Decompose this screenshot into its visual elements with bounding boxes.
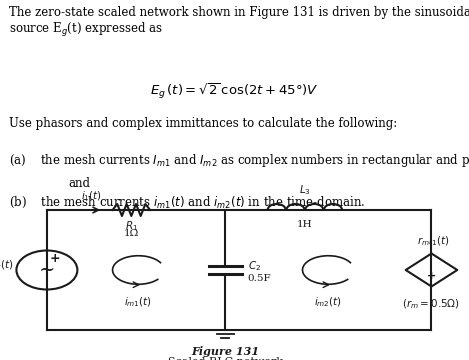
Text: $E_g(t)$: $E_g(t)$	[0, 258, 14, 273]
Text: +: +	[427, 271, 436, 281]
Text: (b)    the mesh currents $i_{m1}(t)$ and $i_{m2}(t)$ in the time-domain.: (b) the mesh currents $i_{m1}(t)$ and $i…	[9, 194, 366, 210]
Text: $E_g\,(t)=\sqrt{2}\,\cos(2t+45°)V$: $E_g\,(t)=\sqrt{2}\,\cos(2t+45°)V$	[150, 82, 319, 102]
Text: Scaled RLC network: Scaled RLC network	[167, 357, 283, 360]
Text: $r_m i_1(t)$: $r_m i_1(t)$	[417, 234, 450, 248]
Text: Use phasors and complex immittances to calculate the following:: Use phasors and complex immittances to c…	[9, 117, 398, 130]
Text: 1Ω: 1Ω	[124, 229, 139, 238]
Text: (a)    the mesh currents $I_{m1}$ and $I_{m2}$ as complex numbers in rectangular: (a) the mesh currents $I_{m1}$ and $I_{m…	[9, 152, 469, 168]
Text: Figure 131: Figure 131	[191, 346, 259, 357]
Text: $L_3$: $L_3$	[299, 184, 311, 197]
Text: 0.5F: 0.5F	[248, 274, 271, 283]
Text: 1H: 1H	[297, 220, 313, 229]
Text: ~: ~	[39, 261, 55, 279]
Text: $(r_m = 0.5Ω)$: $(r_m = 0.5Ω)$	[402, 297, 461, 311]
Text: $C_2$: $C_2$	[248, 259, 261, 273]
Text: +: +	[50, 252, 61, 265]
Text: The zero-state scaled network shown in Figure 131 is driven by the sinusoidal vo: The zero-state scaled network shown in F…	[9, 6, 469, 39]
Text: $i_{m2}(t)$: $i_{m2}(t)$	[314, 296, 342, 309]
Text: $R_1$: $R_1$	[125, 220, 138, 233]
Text: $i_1(t)$: $i_1(t)$	[81, 190, 102, 203]
Text: and: and	[68, 177, 90, 190]
Text: $i_{m1}(t)$: $i_{m1}(t)$	[124, 296, 152, 309]
